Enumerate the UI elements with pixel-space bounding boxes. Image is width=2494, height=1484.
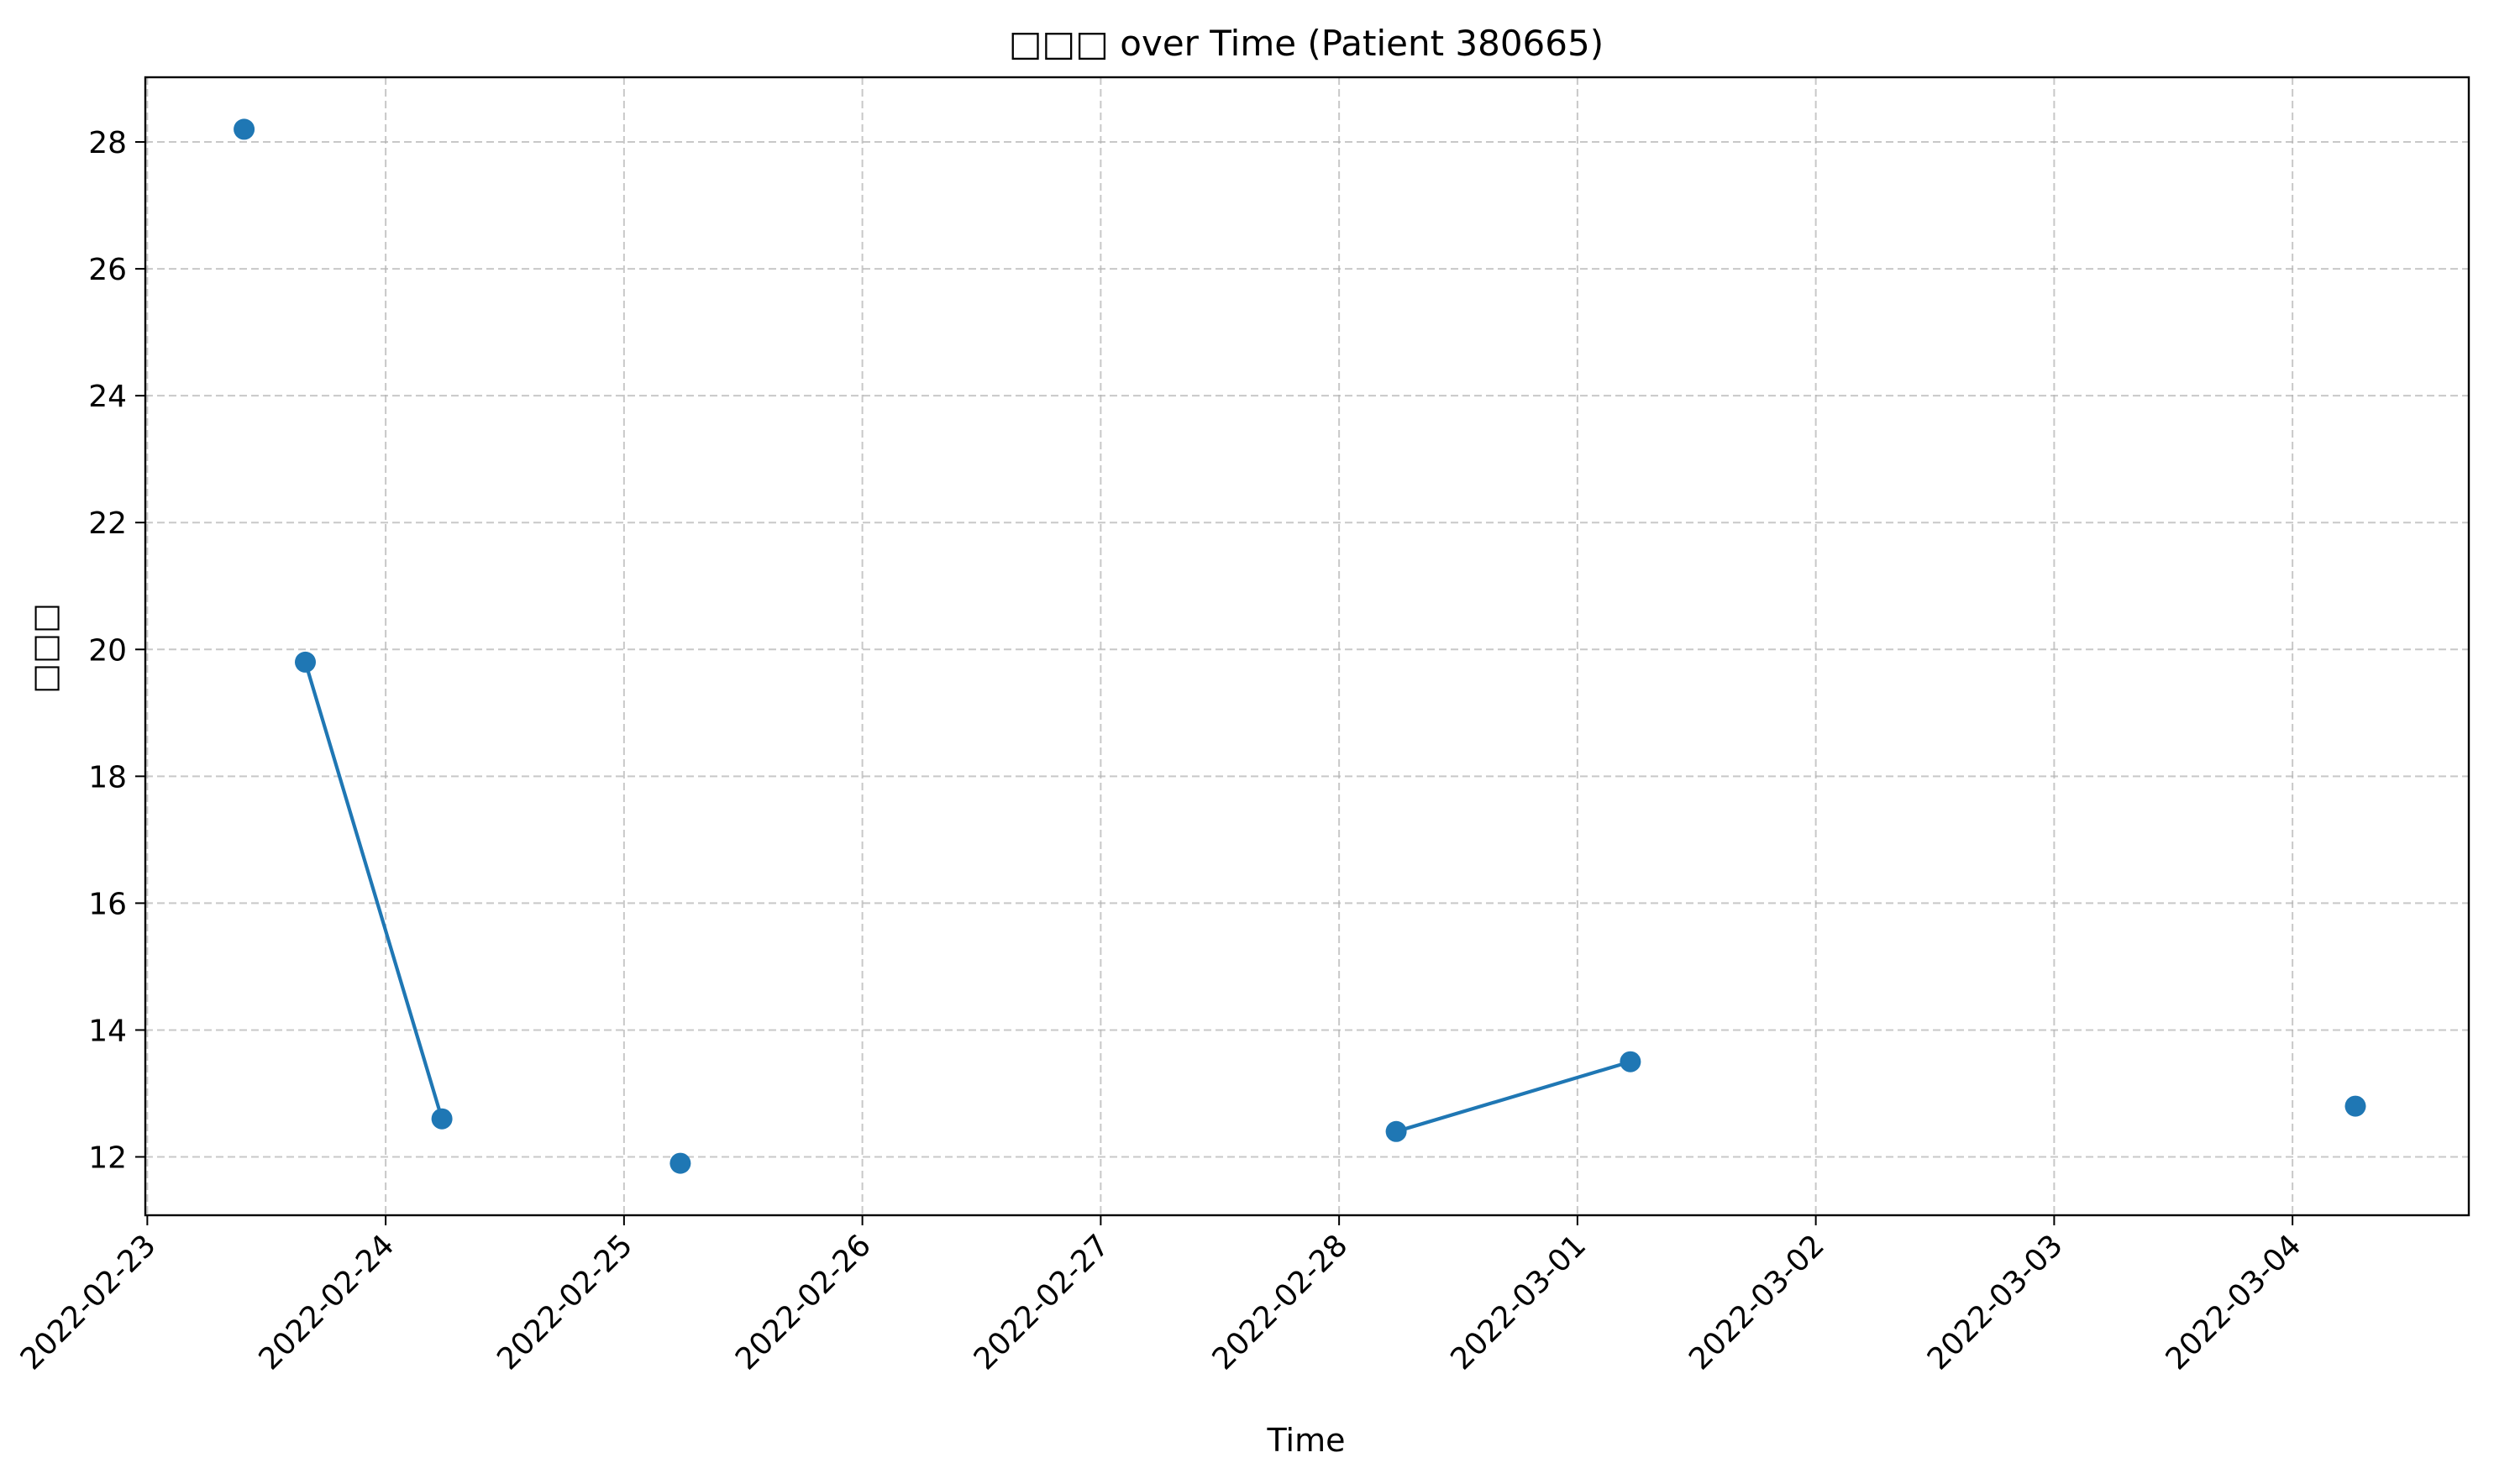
data-point bbox=[431, 1108, 453, 1130]
y-tick-label: 24 bbox=[88, 380, 127, 414]
y-tick-label: 28 bbox=[88, 126, 127, 160]
y-tick-label: 26 bbox=[88, 253, 127, 287]
data-point bbox=[1620, 1051, 1641, 1072]
series-line-segment bbox=[1394, 1060, 1633, 1134]
y-tick-label: 18 bbox=[88, 760, 127, 794]
series-line-segment bbox=[303, 660, 444, 1121]
series-lines bbox=[303, 660, 1633, 1134]
data-point bbox=[295, 651, 316, 673]
y-axis-ticks: 12 14 16 18 20 22 24 26 28 bbox=[88, 126, 145, 1176]
y-tick-label: 14 bbox=[88, 1014, 127, 1048]
y-tick-label: 20 bbox=[88, 633, 127, 668]
data-point bbox=[1385, 1120, 1407, 1142]
y-tick-label: 12 bbox=[88, 1141, 127, 1176]
series-points bbox=[234, 118, 2366, 1174]
plot-area-frame bbox=[144, 76, 2470, 1217]
y-tick-label: 22 bbox=[88, 506, 127, 541]
x-axis-label: Time bbox=[1267, 1422, 1346, 1459]
data-point bbox=[234, 118, 255, 140]
chart-title: □□□ over Time (Patient 380665) bbox=[1009, 23, 1604, 64]
data-point bbox=[669, 1152, 691, 1174]
data-point bbox=[2344, 1095, 2366, 1117]
y-axis-label: □□□ bbox=[26, 603, 63, 694]
grid bbox=[145, 77, 2469, 1215]
y-tick-label: 16 bbox=[88, 887, 127, 921]
